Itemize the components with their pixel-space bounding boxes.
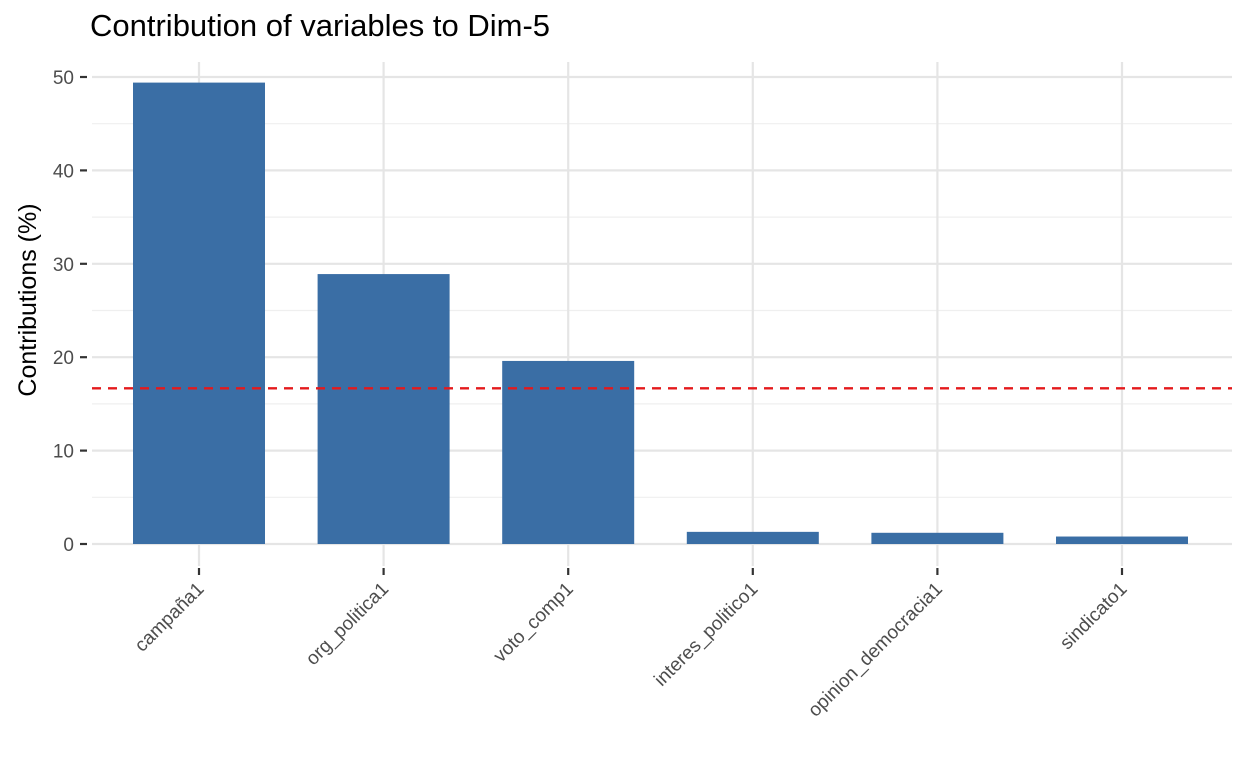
bar-5	[1056, 536, 1188, 544]
y-tick-label: 10	[53, 442, 74, 463]
x-tick-label: opinion_democracia1	[804, 579, 947, 722]
y-axis-label: Contributions (%)	[14, 203, 42, 396]
x-axis: campaña1 org_politica1 voto_comp1 interes_p…	[131, 568, 1132, 721]
y-tick-label: 50	[53, 68, 74, 89]
y-tick-label: 0	[63, 535, 74, 556]
x-tick-label: interes_politico1	[650, 579, 762, 691]
y-tick-label: 20	[53, 348, 74, 369]
y-tick-label: 30	[53, 255, 74, 276]
x-tick-label: campaña1	[131, 579, 209, 657]
x-tick-label: org_politica1	[302, 579, 393, 670]
x-tick-label: sindicato1	[1056, 579, 1131, 654]
bar-1	[317, 274, 450, 544]
chart-title: Contribution of variables to Dim-5	[90, 8, 551, 43]
bar-2	[502, 360, 635, 544]
y-tick-label: 40	[53, 161, 74, 182]
bars	[133, 82, 1188, 544]
bar-0	[133, 82, 265, 544]
x-tick-label: voto_comp1	[490, 579, 578, 667]
bar-4	[871, 532, 1004, 544]
y-axis: 0 10 20 30 40 50	[53, 68, 87, 556]
grid-lines	[92, 62, 1232, 566]
bar-3	[686, 531, 819, 544]
